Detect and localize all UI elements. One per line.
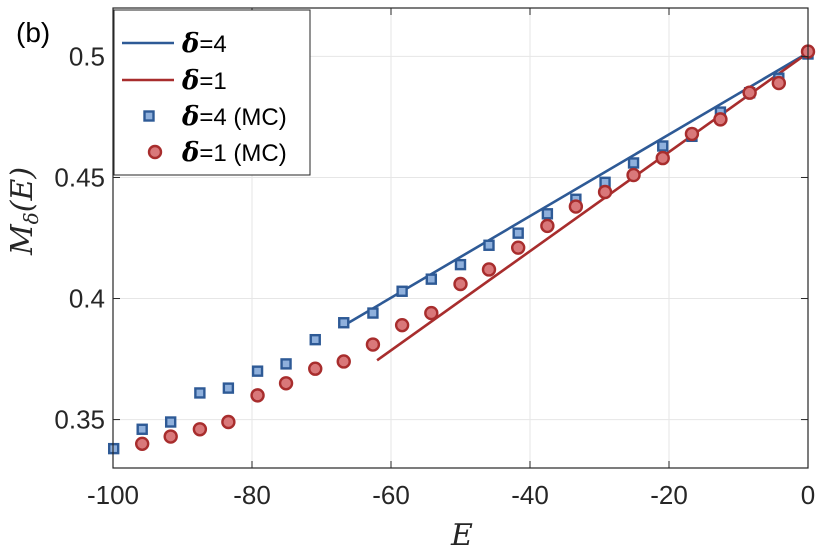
legend-label-symbol: δ — [181, 29, 199, 59]
data-point — [396, 285, 408, 297]
y-axis-label: Mδ(E) — [5, 167, 43, 256]
data-point — [481, 262, 497, 277]
legend-entry-2: δ=4 (MC) — [143, 102, 287, 132]
x-tick-label: -100 — [87, 480, 139, 510]
x-tick-label: -20 — [650, 480, 688, 510]
legend-label: δ=4 (MC) — [181, 102, 287, 132]
data-point — [338, 317, 350, 329]
y-tick-label: 0.5 — [69, 41, 105, 71]
data-point — [597, 184, 613, 200]
series-2 — [107, 48, 814, 455]
panel-label: (b) — [16, 17, 50, 48]
legend-label: δ=1 (MC) — [181, 138, 287, 168]
y-tick-label: 0.35 — [54, 405, 105, 435]
legend-label-symbol: δ — [181, 102, 199, 132]
x-tick-label: -60 — [372, 480, 410, 510]
legend-circle-swatch — [147, 144, 163, 160]
data-point — [365, 337, 381, 352]
data-point — [394, 317, 410, 333]
svg-text:Mδ(E): Mδ(E) — [5, 167, 43, 256]
legend-label: δ=1 — [181, 66, 227, 96]
data-point — [540, 218, 555, 234]
data-point — [280, 358, 292, 370]
data-point — [684, 126, 700, 142]
data-point — [626, 167, 641, 183]
data-point — [336, 354, 351, 369]
series-1 — [376, 51, 809, 362]
data-point — [512, 227, 524, 239]
series-layer — [107, 44, 816, 455]
x-axis-label: E — [450, 518, 473, 553]
data-point — [425, 273, 438, 285]
x-tick-label: -40 — [511, 480, 549, 510]
legend-label-text: =4 (MC) — [199, 104, 286, 131]
legend-entry-3: δ=1 (MC) — [147, 138, 287, 168]
y-axis-label-arg: (E) — [5, 167, 40, 212]
data-point — [771, 75, 787, 91]
series-3 — [134, 44, 816, 451]
legend-label-text: =1 (MC) — [199, 140, 286, 167]
data-point — [627, 157, 640, 169]
legend-entry-1: δ=1 — [122, 66, 227, 96]
data-point — [454, 258, 467, 271]
data-point — [222, 382, 235, 394]
data-point — [163, 429, 178, 444]
legend-label-symbol: δ — [181, 66, 199, 96]
data-point — [367, 307, 379, 319]
data-point — [453, 276, 468, 292]
y-tick-label: 0.4 — [69, 284, 105, 314]
legend-label-text: =4 — [199, 31, 226, 58]
data-point — [655, 150, 670, 166]
data-point — [134, 436, 150, 451]
data-point — [541, 208, 554, 220]
series-line — [341, 51, 809, 328]
data-point — [742, 85, 757, 100]
data-point — [164, 416, 177, 428]
data-point — [713, 112, 728, 127]
legend-label-text: =1 — [199, 68, 226, 95]
data-point — [221, 414, 236, 430]
series-line — [376, 51, 809, 362]
series-0 — [341, 51, 809, 328]
legend-square-swatch — [143, 110, 155, 122]
data-point — [136, 423, 148, 435]
legend-box — [113, 9, 311, 176]
data-point — [308, 361, 323, 376]
axes-box — [112, 7, 809, 469]
data-point — [250, 388, 265, 403]
y-axis-label-main: M — [5, 223, 40, 256]
data-point — [483, 239, 495, 251]
y-axis-label-sub: δ — [19, 212, 43, 224]
data-point — [251, 365, 264, 377]
data-point — [424, 305, 439, 321]
legend: δ=4δ=1δ=4 (MC)δ=1 (MC) — [113, 9, 311, 176]
data-point — [107, 442, 120, 455]
data-point — [309, 333, 321, 346]
legend-label-symbol: δ — [181, 138, 199, 168]
legend-entry-0: δ=4 — [122, 29, 227, 59]
ticks: -100 -80 -60 -40 -20 0 0.35 0.4 0.45 0.5 — [54, 8, 815, 510]
x-tick-label: 0 — [801, 480, 815, 510]
data-point — [568, 199, 584, 214]
data-point — [278, 376, 294, 391]
data-point — [194, 387, 206, 399]
data-point — [657, 140, 669, 152]
legend-label: δ=4 — [181, 29, 227, 59]
data-point — [192, 422, 208, 437]
x-tick-label: -80 — [233, 480, 271, 510]
y-tick-label: 0.45 — [54, 162, 105, 192]
data-point — [510, 240, 526, 255]
